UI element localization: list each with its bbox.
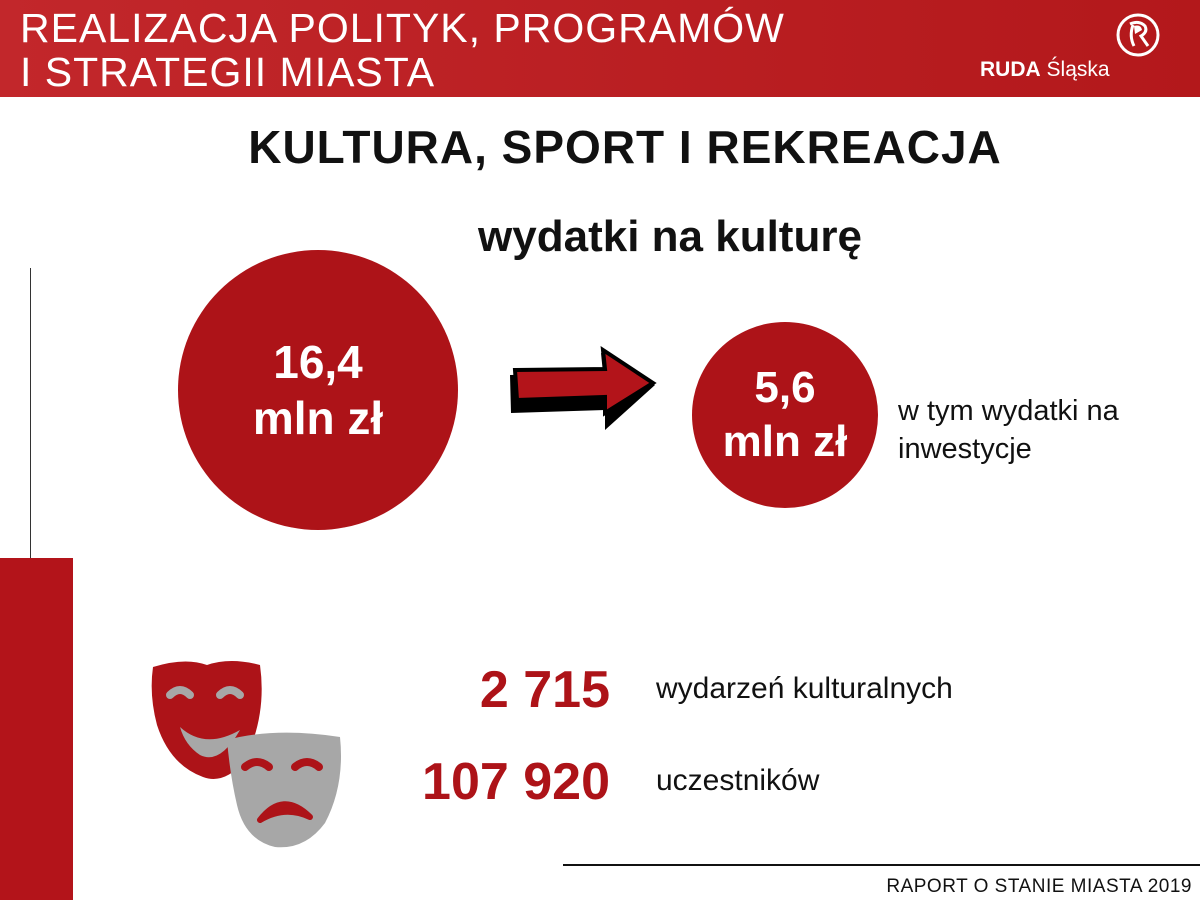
header-title-line1: REALIZACJA POLITYK, PROGRAMÓW bbox=[20, 5, 785, 51]
participants-count: 107 920 bbox=[422, 753, 610, 811]
theater-masks-icon bbox=[151, 661, 341, 848]
total-spending-unit: mln zł bbox=[252, 392, 384, 444]
logo-text-regular: Śląska bbox=[1046, 58, 1110, 81]
logo-text-bold: RUDA bbox=[980, 58, 1041, 81]
investment-note-line2: inwestycje bbox=[898, 433, 1032, 465]
footer-divider bbox=[563, 864, 1200, 866]
logo-text: RUDA Śląska bbox=[980, 58, 1110, 82]
vertical-divider bbox=[30, 268, 31, 558]
ruda-slaska-logo: RUDA Śląska bbox=[975, 12, 1175, 92]
header-title-line2: I STRATEGII MIASTA bbox=[20, 49, 436, 95]
subtitle: wydatki na kulturę bbox=[478, 212, 862, 261]
total-spending-circle: 16,4 mln zł bbox=[178, 250, 458, 530]
footer-text: RAPORT O STANIE MIASTA 2019 bbox=[886, 876, 1192, 897]
total-spending-value: 16,4 bbox=[273, 336, 363, 388]
participants-label: uczestników bbox=[656, 764, 820, 797]
investment-spending-unit: mln zł bbox=[722, 417, 848, 466]
events-count: 2 715 bbox=[479, 661, 610, 719]
header-title: REALIZACJA POLITYK, PROGRAMÓW I STRATEGI… bbox=[20, 6, 785, 94]
investment-spending-circle: 5,6 mln zł bbox=[692, 322, 878, 508]
section-title: KULTURA, SPORT I REKREACJA bbox=[248, 121, 1002, 173]
investment-note-line1: w tym wydatki na bbox=[898, 395, 1119, 427]
logo-mark-icon bbox=[1116, 13, 1160, 57]
header-banner: REALIZACJA POLITYK, PROGRAMÓW I STRATEGI… bbox=[0, 0, 1200, 97]
arrow-right-icon bbox=[510, 345, 657, 430]
investment-note: w tym wydatki na inwestycje bbox=[898, 392, 1119, 468]
events-label: wydarzeń kulturalnych bbox=[656, 672, 953, 705]
investment-spending-value: 5,6 bbox=[754, 363, 816, 412]
decorative-red-block bbox=[0, 558, 73, 900]
